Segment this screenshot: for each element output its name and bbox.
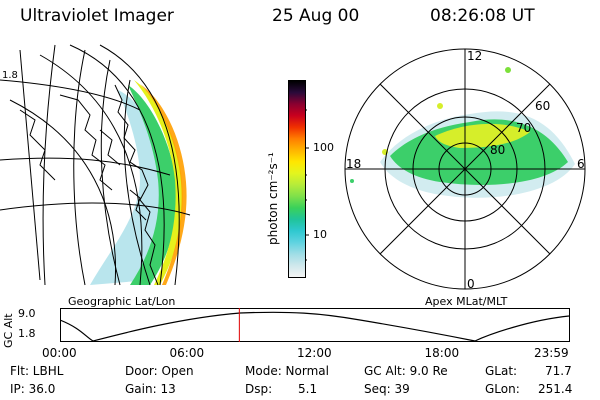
alt-xtick-label: 00:00 (42, 346, 77, 360)
glat-label: GLat: (485, 364, 518, 378)
dsp-value: 5.1 (298, 382, 318, 396)
geo-lat-tick-1: 1.8 (2, 70, 18, 81)
alt-xtick-label: 06:00 (169, 346, 205, 360)
aurora-polar-yellow (435, 123, 530, 148)
colorbar-tick-10: 10 (313, 228, 327, 241)
alt-xtick-label: 12:00 (297, 346, 332, 360)
gain-readout: Gain: 13 (125, 382, 176, 396)
mlt-label-18: 18 (346, 157, 361, 171)
alt-xtick-label: 23:59 (534, 346, 569, 360)
door-readout: Door: Open (125, 364, 194, 378)
glon-label: GLon: (485, 382, 520, 396)
polar-map: 12 18 6 0 60 70 80 (344, 48, 586, 291)
mode-readout: Mode: Normal (245, 364, 329, 378)
alt-plot-frame (60, 308, 570, 342)
glon-value: 251.4 (538, 382, 573, 396)
lat-label-70: 70 (516, 121, 531, 135)
mlt-label-0: 0 (467, 277, 475, 291)
aurora-spot (437, 103, 443, 109)
alt-plot-ylabel: GC Alt (2, 313, 15, 348)
time-label: 08:26:08 UT (430, 6, 535, 26)
alt-ytick-low: 1.8 (18, 327, 36, 340)
instrument-title: Ultraviolet Imager (20, 6, 174, 26)
gc-alt-readout: GC Alt: 9.0 Re (364, 364, 448, 378)
lat-label-60: 60 (535, 99, 550, 113)
geo-map-caption: Geographic Lat/Lon (68, 295, 176, 308)
seq-readout: Seq: 39 (364, 382, 410, 396)
altitude-curve (60, 311, 570, 342)
colorbar-ticks (305, 109, 309, 261)
alt-ytick-high: 9.0 (18, 307, 36, 320)
geographic-map: 1.8 (0, 44, 191, 286)
date-label: 25 Aug 00 (272, 6, 360, 26)
colorbar-tick-100: 100 (313, 141, 334, 154)
lat-label-80: 80 (490, 143, 505, 157)
flt-readout: Flt: LBHL (10, 364, 64, 378)
mlt-label-6: 6 (577, 157, 585, 171)
aurora-spot (505, 67, 511, 73)
dsp-label: Dsp: (245, 382, 273, 396)
glat-value: 71.7 (545, 364, 572, 378)
mlt-label-12: 12 (467, 49, 482, 63)
ip-readout: IP: 36.0 (10, 382, 56, 396)
alt-plot (60, 308, 570, 342)
polar-map-caption: Apex MLat/MLT (425, 295, 508, 308)
aurora-spot (350, 179, 354, 183)
aurora-geo-green (128, 85, 177, 285)
colorbar-unit-label: photon cm⁻²s⁻¹ (266, 152, 280, 245)
alt-xtick-label: 18:00 (424, 346, 460, 360)
aurora-geo-orange (140, 84, 187, 285)
colorbar (288, 80, 306, 278)
